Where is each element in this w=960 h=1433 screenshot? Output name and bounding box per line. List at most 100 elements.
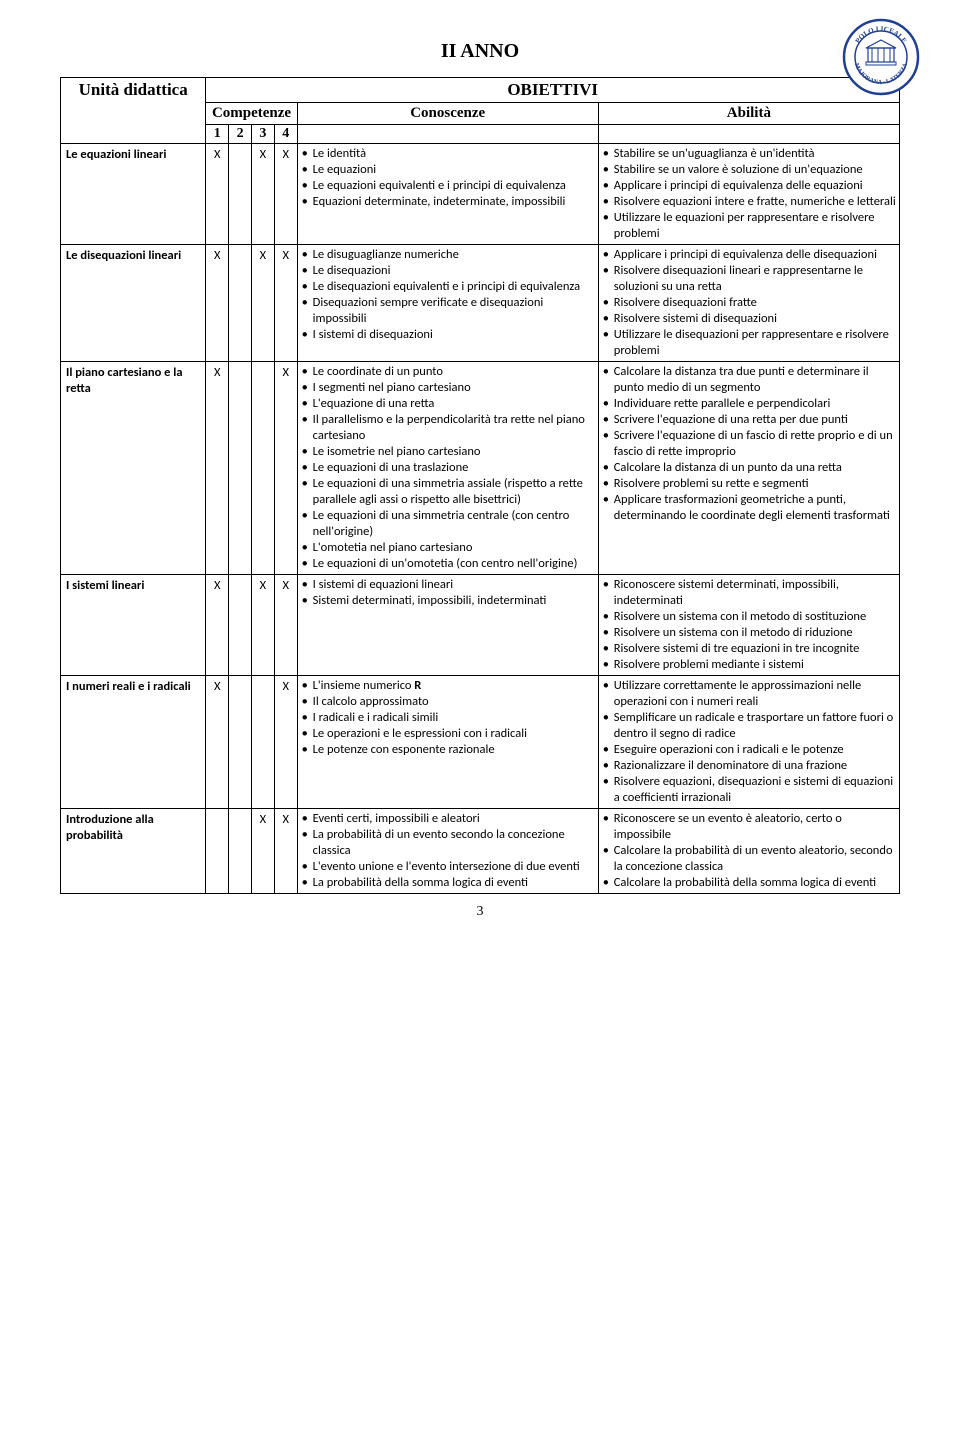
table-row: I sistemi lineariXXXI sistemi di equazio… bbox=[61, 575, 900, 676]
list-item: Utilizzare le disequazioni per rappresen… bbox=[603, 327, 897, 359]
list-item: La probabilità della somma logica di eve… bbox=[302, 875, 596, 891]
list-item: Calcolare la probabilità di un evento al… bbox=[603, 843, 897, 875]
list-item: L'insieme numerico R bbox=[302, 678, 596, 694]
header-unita: Unità didattica bbox=[61, 78, 206, 144]
list-item: Applicare trasformazioni geometriche a p… bbox=[603, 492, 897, 524]
list-item: Le equazioni di un'omotetia (con centro … bbox=[302, 556, 596, 572]
competenza-mark: X bbox=[206, 362, 229, 575]
competenza-mark: X bbox=[274, 144, 297, 245]
table-row: I numeri reali e i radicaliXXL'insieme n… bbox=[61, 676, 900, 809]
title-anno: II ANNO bbox=[60, 40, 900, 63]
competenza-mark bbox=[229, 362, 252, 575]
row-label: Il piano cartesiano e la retta bbox=[61, 362, 206, 575]
list-item: Le equazioni di una simmetria centrale (… bbox=[302, 508, 596, 540]
list-item: Disequazioni sempre verificate e disequa… bbox=[302, 295, 596, 327]
list-item: La probabilità di un evento secondo la c… bbox=[302, 827, 596, 859]
table-row: Le equazioni lineariXXXLe identitàLe equ… bbox=[61, 144, 900, 245]
list-item: Le coordinate di un punto bbox=[302, 364, 596, 380]
row-label: Le disequazioni lineari bbox=[61, 245, 206, 362]
row-label: Le equazioni lineari bbox=[61, 144, 206, 245]
competenza-mark: X bbox=[252, 144, 275, 245]
list-item: Risolvere un sistema con il metodo di so… bbox=[603, 609, 897, 625]
competenza-mark bbox=[252, 676, 275, 809]
comp-num-1: 1 bbox=[206, 125, 229, 144]
list-item: L'omotetia nel piano cartesiano bbox=[302, 540, 596, 556]
cell-abilita: Applicare i principi di equivalenza dell… bbox=[598, 245, 899, 362]
header-abilita: Abilità bbox=[598, 103, 899, 125]
list-item: Le equazioni bbox=[302, 162, 596, 178]
list-item: Eventi certi, impossibili e aleatori bbox=[302, 811, 596, 827]
competenza-mark: X bbox=[206, 575, 229, 676]
list-item: Risolvere disequazioni lineari e rappres… bbox=[603, 263, 897, 295]
list-item: Le operazioni e le espressioni con i rad… bbox=[302, 726, 596, 742]
table-row: Il piano cartesiano e la rettaXXLe coord… bbox=[61, 362, 900, 575]
competenza-mark: X bbox=[274, 245, 297, 362]
competenza-mark bbox=[229, 809, 252, 894]
cell-conoscenze: Eventi certi, impossibili e aleatoriLa p… bbox=[297, 809, 598, 894]
list-item: Scrivere l'equazione di una retta per du… bbox=[603, 412, 897, 428]
competenza-mark: X bbox=[274, 362, 297, 575]
list-item: I sistemi di equazioni lineari bbox=[302, 577, 596, 593]
list-item: Le potenze con esponente razionale bbox=[302, 742, 596, 758]
list-item: Utilizzare correttamente le approssimazi… bbox=[603, 678, 897, 710]
list-item: Scrivere l'equazione di un fascio di ret… bbox=[603, 428, 897, 460]
list-item: Il parallelismo e la perpendicolarità tr… bbox=[302, 412, 596, 444]
list-item: Eseguire operazioni con i radicali e le … bbox=[603, 742, 897, 758]
list-item: Le equazioni di una simmetria assiale (r… bbox=[302, 476, 596, 508]
competenza-mark: X bbox=[252, 245, 275, 362]
competenza-mark bbox=[229, 575, 252, 676]
main-table: Unità didattica OBIETTIVI Competenze Con… bbox=[60, 77, 900, 894]
comp-num-2: 2 bbox=[229, 125, 252, 144]
competenza-mark: X bbox=[252, 809, 275, 894]
competenza-mark: X bbox=[206, 245, 229, 362]
list-item: Le disequazioni equivalenti e i principi… bbox=[302, 279, 596, 295]
list-item: Semplificare un radicale e trasportare u… bbox=[603, 710, 897, 742]
competenza-mark: X bbox=[206, 144, 229, 245]
list-item: Calcolare la distanza tra due punti e de… bbox=[603, 364, 897, 396]
cell-abilita: Utilizzare correttamente le approssimazi… bbox=[598, 676, 899, 809]
list-item: Le disequazioni bbox=[302, 263, 596, 279]
cell-conoscenze: L'insieme numerico RIl calcolo approssim… bbox=[297, 676, 598, 809]
competenza-mark: X bbox=[206, 676, 229, 809]
cell-conoscenze: I sistemi di equazioni lineariSistemi de… bbox=[297, 575, 598, 676]
list-item: Risolvere disequazioni fratte bbox=[603, 295, 897, 311]
table-row: Le disequazioni lineariXXXLe disuguaglia… bbox=[61, 245, 900, 362]
header-competenze: Competenze bbox=[206, 103, 297, 125]
comp-num-3: 3 bbox=[252, 125, 275, 144]
competenza-mark: X bbox=[274, 676, 297, 809]
list-item: Il calcolo approssimato bbox=[302, 694, 596, 710]
cell-abilita: Riconoscere sistemi determinati, impossi… bbox=[598, 575, 899, 676]
list-item: Utilizzare le equazioni per rappresentar… bbox=[603, 210, 897, 242]
list-item: Risolvere un sistema con il metodo di ri… bbox=[603, 625, 897, 641]
page-number: 3 bbox=[60, 904, 900, 920]
row-label: I numeri reali e i radicali bbox=[61, 676, 206, 809]
list-item: Risolvere problemi su rette e segmenti bbox=[603, 476, 897, 492]
list-item: I radicali e i radicali simili bbox=[302, 710, 596, 726]
list-item: Riconoscere sistemi determinati, impossi… bbox=[603, 577, 897, 609]
list-item: I sistemi di disequazioni bbox=[302, 327, 596, 343]
list-item: Le disuguaglianze numeriche bbox=[302, 247, 596, 263]
list-item: Applicare i principi di equivalenza dell… bbox=[603, 178, 897, 194]
competenza-mark: X bbox=[274, 575, 297, 676]
cell-conoscenze: Le disuguaglianze numericheLe disequazio… bbox=[297, 245, 598, 362]
list-item: Stabilire se un'uguaglianza è un'identit… bbox=[603, 146, 897, 162]
list-item: Le equazioni di una traslazione bbox=[302, 460, 596, 476]
list-item: Risolvere equazioni, disequazioni e sist… bbox=[603, 774, 897, 806]
school-logo: POLO LICEALE MAJORANA · LATERZA bbox=[842, 18, 920, 100]
list-item: Risolvere sistemi di tre equazioni in tr… bbox=[603, 641, 897, 657]
list-item: Risolvere sistemi di disequazioni bbox=[603, 311, 897, 327]
list-item: Risolvere equazioni intere e fratte, num… bbox=[603, 194, 897, 210]
cell-abilita: Riconoscere se un evento è aleatorio, ce… bbox=[598, 809, 899, 894]
list-item: Le isometrie nel piano cartesiano bbox=[302, 444, 596, 460]
competenza-mark: X bbox=[274, 809, 297, 894]
competenza-mark bbox=[252, 362, 275, 575]
list-item: Le identità bbox=[302, 146, 596, 162]
list-item: Calcolare la probabilità della somma log… bbox=[603, 875, 897, 891]
comp-num-4: 4 bbox=[274, 125, 297, 144]
competenza-mark bbox=[229, 245, 252, 362]
list-item: Risolvere problemi mediante i sistemi bbox=[603, 657, 897, 673]
cell-conoscenze: Le coordinate di un puntoI segmenti nel … bbox=[297, 362, 598, 575]
header-conoscenze: Conoscenze bbox=[297, 103, 598, 125]
cell-abilita: Calcolare la distanza tra due punti e de… bbox=[598, 362, 899, 575]
row-label: Introduzione alla probabilità bbox=[61, 809, 206, 894]
